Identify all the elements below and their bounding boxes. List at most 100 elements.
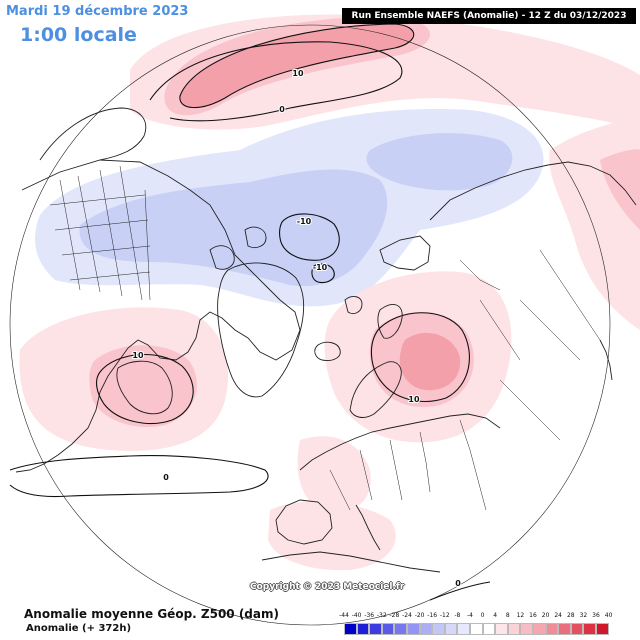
country-border <box>539 249 601 341</box>
svalbard <box>344 296 363 315</box>
scale-tick-label: 36 <box>592 612 600 619</box>
scale-swatch <box>482 623 496 635</box>
contour-label-10-europe: 10 <box>408 395 420 404</box>
contour-zero-atlantic <box>9 455 269 498</box>
novaya-zemlya <box>377 304 403 339</box>
country-border <box>519 299 581 361</box>
greenland-coast <box>217 262 305 398</box>
scale-swatch <box>407 623 420 635</box>
contour-label-0-pacific: 0 <box>279 105 285 114</box>
negative-anomaly-core <box>79 169 388 287</box>
scale-tick-label: 4 <box>493 612 498 619</box>
positive-anomaly-east-edge <box>600 149 640 230</box>
scandinavia-coast <box>349 361 402 418</box>
anomaly-fills <box>19 14 640 571</box>
arctic-island-2 <box>244 226 267 249</box>
state-border <box>54 219 149 231</box>
state-border <box>59 179 81 291</box>
scale-swatch <box>583 623 596 635</box>
scale-swatch <box>558 623 571 635</box>
color-scale: -44 -40 -36 -32 -28 -24 -20 -16 -12 -8 -4 0 4 8 12 16 20… <box>339 612 620 638</box>
positive-anomaly-canada-core <box>89 345 197 427</box>
contour-label-group: 10 0 -10 -10 10 10 0 0 <box>131 68 462 589</box>
positive-anomaly-europe-inner <box>399 332 461 391</box>
us-states-grid <box>49 165 151 301</box>
scale-swatch <box>495 623 508 635</box>
scale-swatch <box>394 623 407 635</box>
asia-coast <box>429 161 637 221</box>
scale-tick-label: -16 <box>427 612 438 619</box>
scale-swatch <box>533 623 546 635</box>
state-border <box>144 189 151 301</box>
scale-tick-label: 24 <box>554 612 562 619</box>
iceland-coast <box>314 341 341 361</box>
contour-label-0-atlantic: 0 <box>163 473 169 482</box>
contour-label-10-pacific: 10 <box>292 69 304 78</box>
scale-tick-label: 32 <box>579 612 588 619</box>
country-border <box>479 299 521 361</box>
country-border <box>459 259 501 291</box>
country-border <box>459 419 487 511</box>
country-border <box>329 469 351 511</box>
state-border <box>49 194 146 206</box>
arctic-island-1 <box>209 245 235 270</box>
anomaly-contours <box>9 23 491 601</box>
scale-tick-label: 0 <box>480 612 485 619</box>
italy-coast <box>355 504 381 551</box>
siberia-coast <box>379 235 431 271</box>
contour-plus10-canada <box>95 354 194 424</box>
scale-swatch <box>344 623 357 635</box>
contour-label-10-canada: 10 <box>132 351 144 360</box>
state-border <box>77 175 101 293</box>
scale-swatch <box>381 623 395 635</box>
scale-tick-label: 40 <box>604 612 613 619</box>
state-border <box>69 271 151 281</box>
copyright-text: Copyright © 2023 Meteociel.fr <box>250 582 405 592</box>
hemisphere-edge <box>9 24 611 626</box>
scale-tick-label: -40 <box>351 612 362 619</box>
scale-tick-label: -4 <box>467 612 473 619</box>
iberia-coast <box>275 499 333 545</box>
contour-label-minus10-arctic-2: -10 <box>313 263 328 272</box>
contour-minus10-arctic <box>279 213 340 261</box>
contour-plus10-pacific <box>179 23 415 109</box>
scale-swatch <box>356 623 370 635</box>
run-banner: Run Ensemble NAEFS (Anomalie) - 12 Z du … <box>342 8 636 24</box>
positive-anomaly-atlantic <box>297 436 371 513</box>
scale-swatch <box>369 623 382 635</box>
country-border <box>419 431 431 493</box>
europe-coast <box>299 413 501 471</box>
scale-tick-label: -44 <box>339 612 349 619</box>
contour-plus10-europe <box>370 312 470 402</box>
scale-tick-label: 28 <box>566 612 575 619</box>
legend-title: Anomalie moyenne Géop. Z500 (dam) <box>24 607 279 621</box>
date-title: Mardi 19 décembre 2023 <box>6 4 189 19</box>
scale-swatch <box>545 623 559 635</box>
scale-swatch <box>470 623 483 635</box>
scale-tick-label: -8 <box>454 612 461 619</box>
country-border <box>499 379 561 441</box>
scale-swatch <box>570 623 584 635</box>
time-title: 1:00 locale <box>20 24 137 46</box>
positive-anomaly-asia <box>549 118 640 330</box>
scale-tick-label: -32 <box>376 612 387 619</box>
country-border <box>359 449 373 501</box>
contour-label-0-africa: 0 <box>455 579 461 588</box>
scale-swatch <box>457 623 470 635</box>
scale-swatch <box>432 623 445 635</box>
state-border <box>61 245 151 256</box>
scale-tick-label: -12 <box>439 612 450 619</box>
scale-tick-label: -20 <box>414 612 425 619</box>
japan-coast <box>599 339 613 381</box>
scale-tick-label: 8 <box>505 612 510 619</box>
north-africa-coast <box>261 551 441 573</box>
negative-anomaly-siberia <box>366 133 513 191</box>
contour-minus10-arctic-2 <box>311 263 335 284</box>
scale-tick-label: 20 <box>541 612 550 619</box>
scale-tick-label: -36 <box>364 612 375 619</box>
north-america-coast <box>15 159 301 473</box>
scale-tick-label: -28 <box>389 612 400 619</box>
alaska-coast <box>39 107 147 161</box>
